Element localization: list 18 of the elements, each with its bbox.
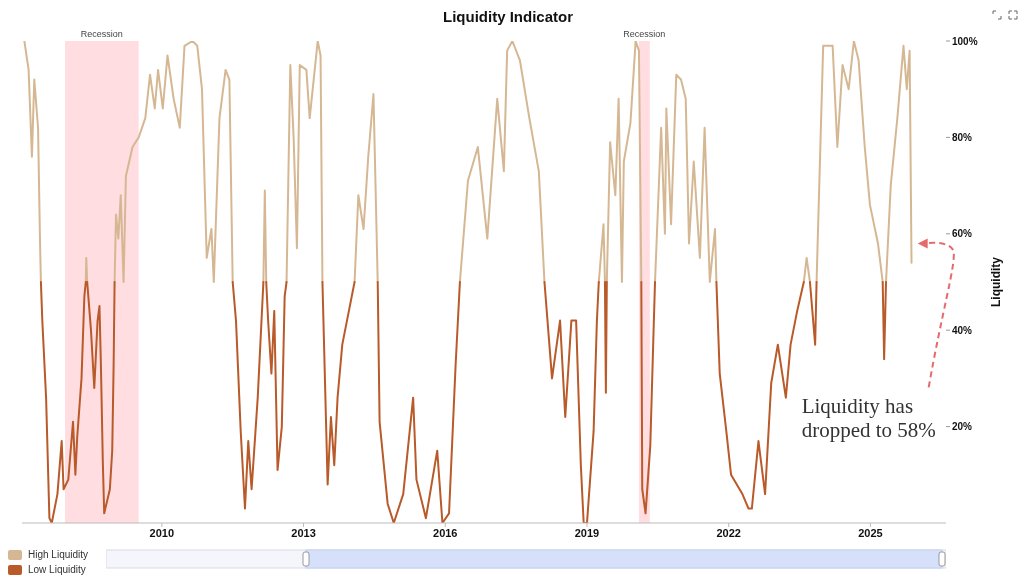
annotation: Liquidity has dropped to 58% xyxy=(801,394,936,443)
band-label: Recession xyxy=(623,29,666,39)
band-label: Recession xyxy=(80,29,123,39)
x-tick-label: 2016 xyxy=(433,526,458,539)
x-tick-label: 2013 xyxy=(291,526,316,539)
y-tick-label: 100% xyxy=(952,35,978,47)
y-tick-label: 40% xyxy=(952,324,973,336)
chart-title: Liquidity Indicator xyxy=(442,8,574,25)
y-tick-label: 60% xyxy=(952,228,973,240)
legend-label: High Liquidity xyxy=(28,549,89,560)
legend-label: Low Liquidity xyxy=(28,564,86,575)
x-tick-label: 2019 xyxy=(574,526,600,539)
x-tick-label: 2010 xyxy=(149,526,175,539)
x-tick-label: 2025 xyxy=(858,526,883,539)
y-tick-label: 80% xyxy=(952,131,973,143)
y-axis-title: Liquidity xyxy=(989,256,1003,307)
x-tick-label: 2022 xyxy=(716,526,741,539)
y-tick-label: 20% xyxy=(952,421,973,433)
